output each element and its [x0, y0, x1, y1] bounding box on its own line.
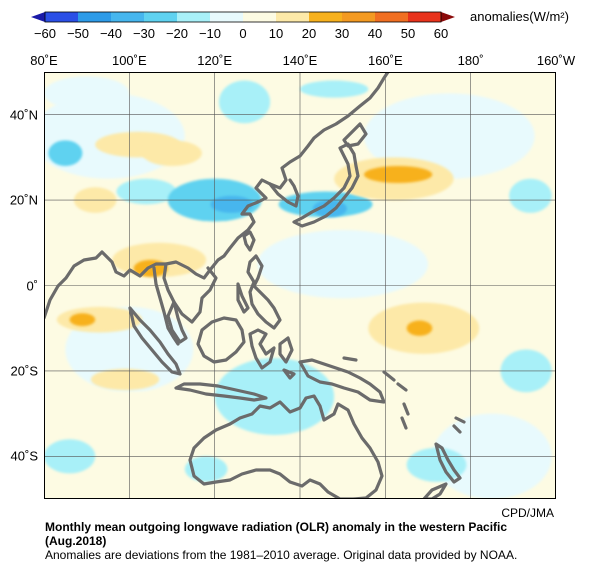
colorbar-swatches: [31, 11, 455, 23]
longitude-label: 140˚E: [282, 53, 318, 68]
coast-taiwan: [242, 230, 256, 252]
colorbar-swatch: [342, 12, 375, 22]
base-anomaly-patch: [257, 229, 428, 299]
caption: Monthly mean outgoing longwave radiation…: [45, 520, 595, 562]
base-anomaly-patch: [44, 76, 130, 111]
colorbar-tick-label: 40: [368, 26, 382, 41]
colorbar-frame: [44, 11, 442, 23]
colorbar-swatch: [243, 12, 276, 22]
anomaly-region: [56, 306, 143, 333]
colorbar-swatch: [78, 12, 111, 22]
map-frame: [44, 72, 556, 499]
caption-title-line2: (Aug.2018): [45, 534, 107, 548]
colorbar-tick-label: −30: [133, 26, 155, 41]
longitude-label: 160˚W: [536, 53, 576, 68]
anomaly-region: [90, 368, 160, 391]
anomaly-region: [69, 313, 96, 327]
coast-japan: [292, 122, 368, 228]
coast-sulawesi: [248, 328, 276, 370]
anomaly-region: [116, 178, 177, 205]
credit-text: CPD/JMA: [501, 506, 554, 520]
coast-borneo: [196, 316, 246, 364]
anomaly-region: [406, 320, 433, 336]
colorbar-swatch: [375, 12, 408, 22]
colorbar-swatch: [111, 12, 144, 22]
colorbar-tick-label: −60: [34, 26, 56, 41]
coast-solomon-islands: [342, 356, 408, 392]
colorbar-swatch: [210, 12, 243, 22]
colorbar-swatch: [309, 12, 342, 22]
anomaly-region: [142, 140, 202, 166]
anomaly-region: [218, 80, 271, 124]
longitude-label: 100˚E: [111, 53, 147, 68]
latitude-label: 40˚S: [10, 448, 38, 464]
anomaly-region: [48, 140, 83, 166]
colorbar-legend: −60 −50 −40 −30 −20 −10 0 10 20 30 40 50 60 anomalie…: [31, 9, 569, 41]
coast-sumatra: [128, 306, 182, 376]
longitude-label: 160˚E: [367, 53, 403, 68]
colorbar-units-label: anomalies(W/m²): [470, 9, 569, 24]
colorbar-high-arrow: [441, 12, 455, 22]
colorbar-tick-label: −10: [199, 26, 221, 41]
colorbar-tick-label: −40: [100, 26, 122, 41]
colorbar-tick-label: 50: [401, 26, 415, 41]
colorbar-swatch: [408, 12, 441, 22]
colorbar-tick-label: 10: [269, 26, 283, 41]
anomaly-regions: [44, 80, 552, 482]
colorbar-swatch: [144, 12, 177, 22]
coast-fiji-vanuatu: [400, 402, 466, 434]
coast-java: [174, 382, 268, 402]
colorbar-swatch: [276, 12, 309, 22]
caption-title-line1: Monthly mean outgoing longwave radiation…: [45, 520, 508, 534]
coast-malay-peninsula: [166, 300, 188, 344]
colorbar-tick-labels: −60 −50 −40 −30 −20 −10 0 10 20 30 40 50 60: [34, 26, 448, 41]
colorbar-tick-label: 60: [434, 26, 448, 41]
map-canvas: [44, 72, 556, 499]
colorbar-swatch: [177, 12, 210, 22]
anomaly-region: [509, 178, 552, 213]
coast-new-zealand: [422, 442, 462, 499]
latitude-label: 20˚N: [9, 192, 38, 208]
anomaly-region: [364, 165, 433, 184]
base-anomaly-patch: [432, 221, 552, 307]
latitude-label: 0˚: [26, 278, 38, 293]
lat-lon-gridlines: [44, 72, 556, 499]
coast-korea: [268, 178, 300, 208]
coastlines: [44, 72, 466, 499]
latitude-label: 20˚S: [10, 363, 38, 379]
caption-note: Anomalies are deviations from the 1981–2…: [45, 548, 518, 562]
longitude-label: 180˚: [457, 53, 484, 68]
latitude-label: 40˚N: [9, 107, 38, 123]
colorbar-tick-label: 30: [335, 26, 349, 41]
colorbar-tick-label: 20: [302, 26, 316, 41]
longitude-label: 80˚E: [30, 53, 58, 68]
colorbar-tick-label: −50: [67, 26, 89, 41]
colorbar-tick-label: −20: [166, 26, 188, 41]
anomaly-region: [300, 80, 369, 98]
coast-maluku: [278, 336, 296, 380]
colorbar-low-arrow: [31, 12, 45, 22]
colorbar-tick-label: 0: [239, 26, 246, 41]
coast-indochina: [152, 262, 218, 346]
coast-new-guinea: [298, 358, 386, 404]
coast-philippines: [236, 254, 282, 330]
olr-anomaly-map: [44, 72, 556, 499]
coast-asia-mainland: [44, 72, 390, 320]
longitude-label: 120˚E: [197, 53, 233, 68]
coast-australia: [188, 394, 384, 499]
colorbar-swatch: [45, 12, 78, 22]
